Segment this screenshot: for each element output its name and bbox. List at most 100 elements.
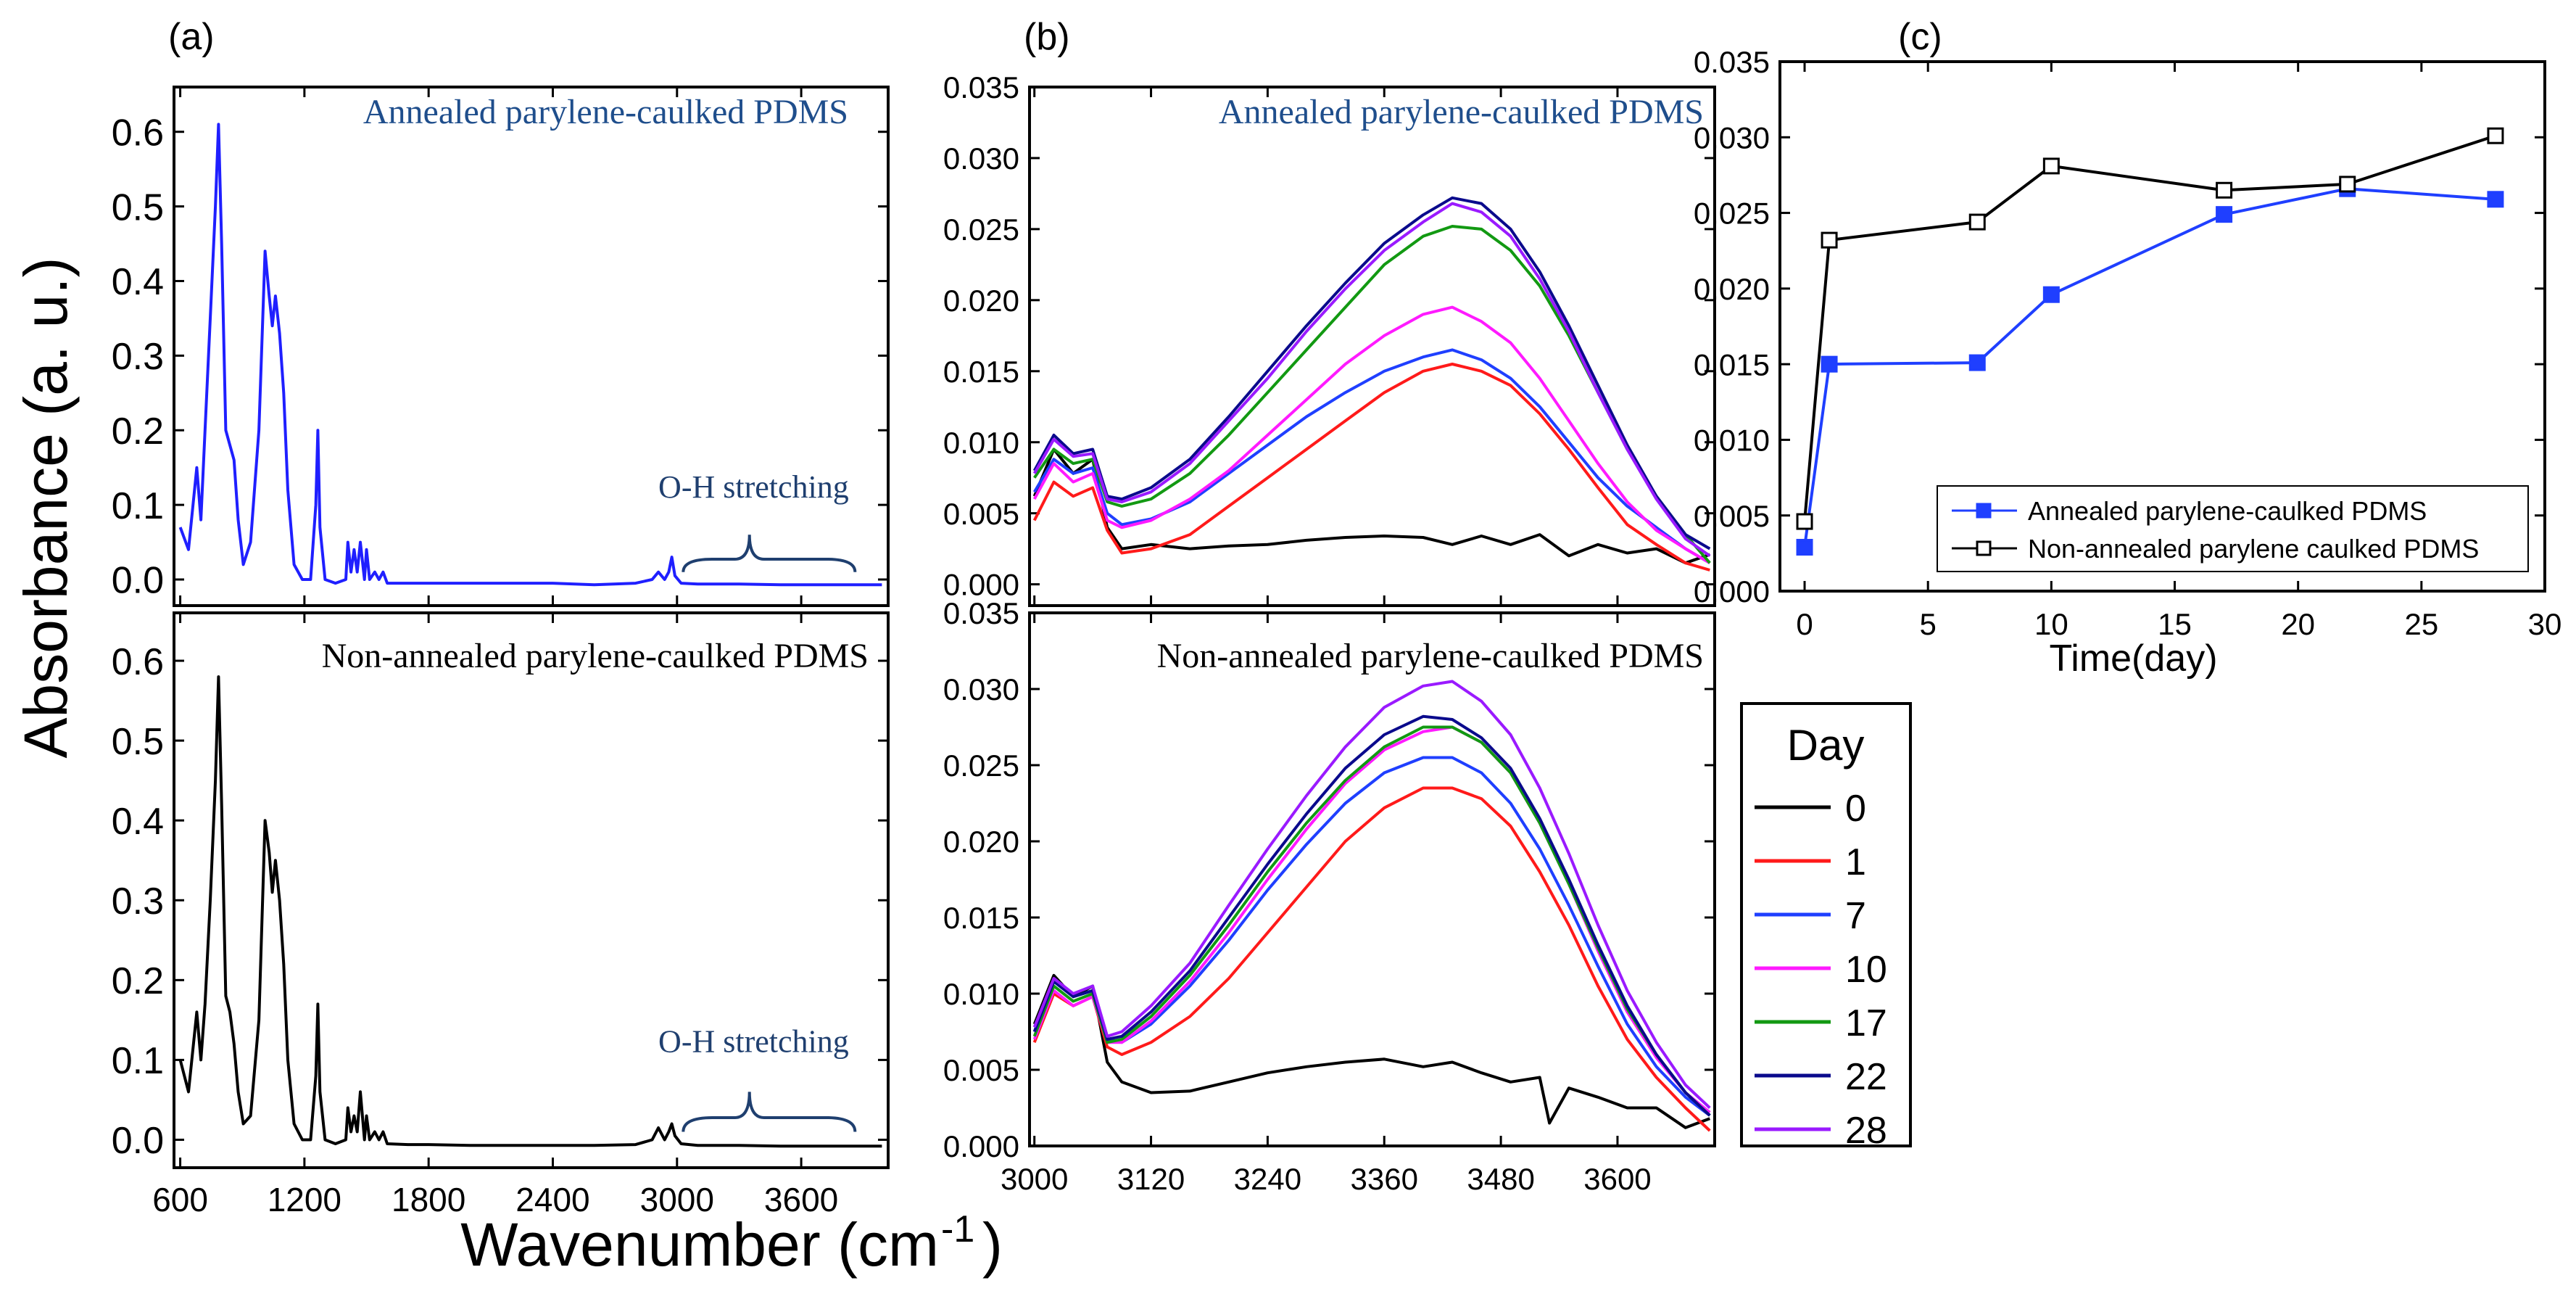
x-tick-label: 3000 bbox=[1001, 1162, 1068, 1196]
data-point bbox=[1968, 354, 1986, 371]
x-tick-label: 2400 bbox=[515, 1181, 589, 1218]
y-tick-label: 0.035 bbox=[943, 596, 1019, 630]
data-point bbox=[1968, 213, 1986, 231]
y-tick-label: 0.3 bbox=[112, 880, 164, 923]
y-tick-label: 0.020 bbox=[943, 825, 1019, 859]
plot-frame bbox=[1028, 611, 1716, 1147]
y-tick-label: 0.0 bbox=[112, 560, 164, 602]
data-point bbox=[2339, 176, 2356, 193]
y-tick-label: 0.020 bbox=[943, 284, 1019, 318]
y-tick-label: 0.010 bbox=[943, 426, 1019, 460]
x-tick-label: 5 bbox=[1920, 607, 1937, 641]
x-tick-label: 20 bbox=[2281, 607, 2315, 641]
series-line-10 bbox=[1032, 305, 1711, 564]
y-tick-label: 0.2 bbox=[112, 960, 164, 1002]
plot-frame bbox=[173, 86, 890, 607]
x-tick-label: 25 bbox=[2404, 607, 2438, 641]
x-tick-label: 3480 bbox=[1467, 1162, 1534, 1196]
panel-label: (c) bbox=[1898, 16, 1942, 58]
series-line-17 bbox=[1033, 225, 1711, 564]
panel-title: Annealed parylene-caulked PDMS bbox=[1219, 93, 1704, 131]
y-tick-label: 0.000 bbox=[943, 568, 1019, 602]
y-tick-label: 0.000 bbox=[943, 1129, 1019, 1163]
series-line-22 bbox=[1032, 714, 1711, 1117]
annotation-oh-stretching: O-H stretching bbox=[658, 469, 849, 505]
y-tick-label: 0.0 bbox=[112, 1120, 164, 1162]
y-tick-label: 0.005 bbox=[943, 1053, 1019, 1087]
panel-b-top: 0.000 0.005 0.010 0.015 0.020 0.025 0.030 0.035… bbox=[943, 16, 1716, 607]
x-tick-label: 3360 bbox=[1351, 1162, 1418, 1196]
plot-frame bbox=[1778, 60, 2546, 593]
y-tick-label: 0.4 bbox=[112, 801, 164, 843]
panel-title: Non-annealed parylene-caulked PDMS bbox=[322, 637, 869, 675]
day-legend-label: 1 bbox=[1845, 841, 1866, 883]
x-tick-label: 1200 bbox=[268, 1181, 341, 1218]
y-tick-label: 0.6 bbox=[112, 112, 164, 154]
y-tick-label: 0.5 bbox=[112, 186, 164, 228]
data-point bbox=[2216, 181, 2233, 199]
day-legend-label: 22 bbox=[1845, 1056, 1887, 1098]
series-line-28 bbox=[1032, 202, 1711, 558]
y-tick-label: 0.005 bbox=[1694, 499, 1770, 533]
legend-label: Non-annealed parylene caulked PDMS bbox=[2028, 534, 2479, 564]
day-legend-label: 10 bbox=[1845, 949, 1887, 991]
x-axis-label: Wavenumber (cm bbox=[460, 1210, 939, 1279]
day-legend-label: 28 bbox=[1845, 1110, 1887, 1152]
series-line-0 bbox=[1032, 973, 1711, 1129]
day-legend-label: 0 bbox=[1845, 788, 1866, 830]
x-tick-label: 3600 bbox=[764, 1181, 838, 1218]
y-tick-label: 0.035 bbox=[1694, 45, 1770, 79]
panel-a-top: 0.0 0.1 0.2 0.3 0.4 0.5 0.6 Annealed parylene-c… bbox=[112, 16, 890, 607]
x-axis-label-superscript: -1 bbox=[941, 1208, 974, 1250]
y-tick-label: 0.4 bbox=[112, 261, 164, 303]
y-tick-label: 0.000 bbox=[1694, 574, 1770, 609]
y-tick-label: 0.010 bbox=[1694, 424, 1770, 458]
y-tick-label: 0.015 bbox=[1694, 347, 1770, 381]
x-tick-label: 3240 bbox=[1234, 1162, 1301, 1196]
annotation-oh-stretching: O-H stretching bbox=[658, 1023, 849, 1059]
panel-a-bottom: 600 1200 1800 2400 3000 3600 0.0 0.1 0.2 0.3 0.4 0.… bbox=[112, 611, 890, 1218]
x-tick-label: 10 bbox=[2034, 607, 2068, 641]
y-tick-label: 0.005 bbox=[943, 497, 1019, 531]
plot-frame bbox=[173, 611, 890, 1169]
y-tick-label: 0.6 bbox=[112, 641, 164, 683]
x-tick-label: 30 bbox=[2528, 607, 2562, 641]
x-tick-label: 0 bbox=[1796, 607, 1813, 641]
y-tick-label: 0.010 bbox=[943, 977, 1019, 1011]
data-point bbox=[2487, 127, 2504, 144]
panel-c: 0 5 10 15 20 25 30 0.000 0.005 0.010 0.015 0.020 0.0… bbox=[1694, 16, 2561, 680]
y-tick-label: 0.3 bbox=[112, 336, 164, 378]
series-line-non-annealed-parylene-caulked-pdms bbox=[1803, 134, 2496, 522]
y-tick-label: 0.030 bbox=[943, 672, 1019, 706]
y-tick-label: 0.035 bbox=[943, 70, 1019, 104]
panel-label: (a) bbox=[168, 16, 215, 58]
series-line-1 bbox=[1032, 363, 1710, 572]
y-tick-label: 0.030 bbox=[1694, 120, 1770, 154]
series-line-28 bbox=[1032, 680, 1711, 1109]
data-point bbox=[2487, 191, 2504, 208]
y-tick-label: 0.020 bbox=[1694, 272, 1770, 306]
series-line-7 bbox=[1032, 756, 1711, 1117]
y-tick-label: 0.030 bbox=[943, 141, 1019, 176]
x-tick-label: 3120 bbox=[1117, 1162, 1185, 1196]
panel-title: Non-annealed parylene-caulked PDMS bbox=[1157, 637, 1704, 675]
data-point bbox=[2042, 286, 2060, 303]
x-axis-label-close: ) bbox=[982, 1210, 1003, 1279]
data-point bbox=[1821, 231, 1838, 249]
y-tick-label: 0.025 bbox=[943, 748, 1019, 783]
data-point bbox=[2216, 206, 2233, 223]
y-tick-label: 0.025 bbox=[1694, 197, 1770, 231]
y-tick-label: 0.1 bbox=[112, 485, 164, 527]
plot-frame bbox=[1028, 86, 1716, 607]
series-line-10 bbox=[1032, 725, 1711, 1114]
series-line-7 bbox=[1032, 348, 1711, 564]
day-legend-label: 7 bbox=[1845, 895, 1866, 937]
series-line-1 bbox=[1032, 786, 1711, 1132]
panel-label: (b) bbox=[1024, 16, 1070, 58]
data-point bbox=[1796, 539, 1813, 556]
data-point bbox=[2042, 157, 2060, 175]
data-point bbox=[1796, 513, 1813, 530]
panel-c-legend bbox=[1937, 485, 2529, 572]
series-line-non-annealed-parylene-caulked-pdms bbox=[178, 675, 882, 1148]
